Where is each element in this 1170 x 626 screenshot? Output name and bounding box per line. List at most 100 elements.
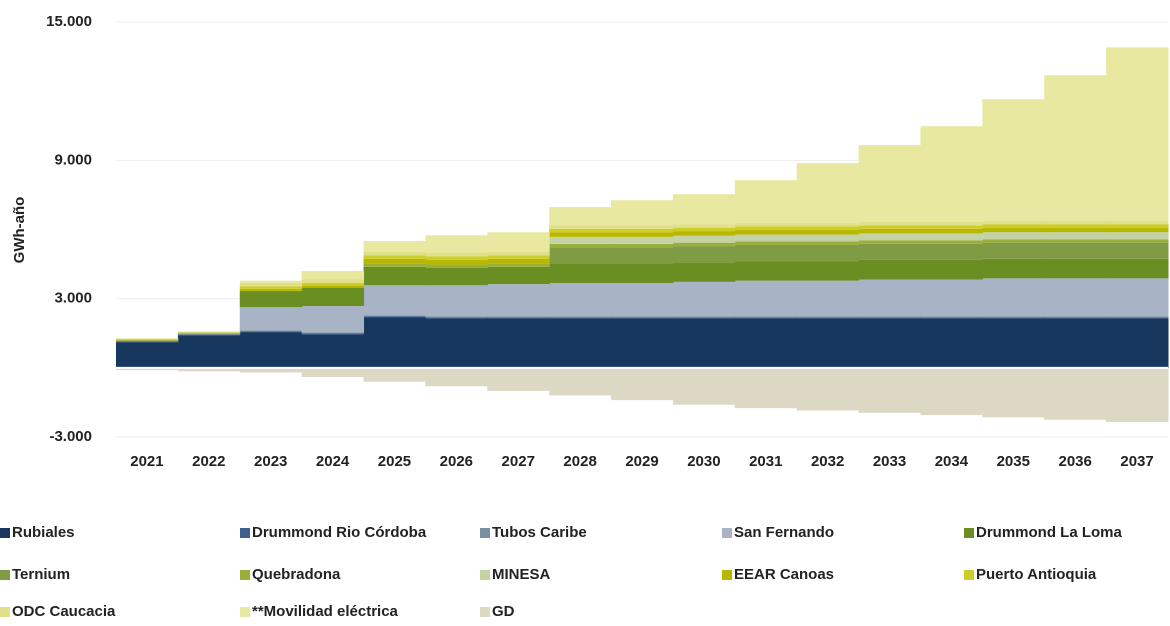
area-segment	[116, 339, 179, 341]
area-segment	[920, 259, 983, 280]
legend-label: MINESA	[492, 566, 551, 583]
area-segment	[858, 233, 921, 241]
area-segment	[301, 332, 365, 334]
area-segment	[982, 224, 1045, 228]
area-segment	[487, 232, 550, 252]
area-segment	[487, 251, 550, 256]
area-segment	[239, 332, 303, 368]
x-tick-label: 2037	[1120, 453, 1153, 470]
area-segment	[363, 367, 426, 382]
area-segment	[301, 279, 365, 283]
area-segment	[796, 241, 860, 245]
area-segment	[611, 247, 674, 264]
legend-label: EEAR Canoas	[734, 566, 834, 583]
area-segment	[177, 334, 241, 336]
area-segment	[1106, 47, 1169, 221]
area-segment	[611, 243, 674, 248]
area-segment	[425, 268, 488, 286]
area-segment	[611, 367, 674, 401]
area-segment	[734, 226, 798, 230]
legend-label: Drummond La Loma	[976, 524, 1122, 541]
area-segment	[920, 126, 983, 222]
area-segment	[1106, 232, 1169, 240]
x-tick-label: 2027	[502, 453, 535, 470]
x-tick-label: 2029	[625, 453, 658, 470]
area-segment	[549, 243, 612, 248]
area-segment	[363, 317, 426, 368]
area-segment	[549, 367, 612, 396]
area-segment	[672, 194, 736, 225]
legend-swatch	[480, 607, 490, 617]
area-segment	[611, 200, 674, 226]
area-segment	[239, 286, 303, 289]
legend-label: Tubos Caribe	[492, 524, 587, 541]
area-segment	[734, 241, 798, 245]
area-segment	[734, 280, 798, 317]
legend-swatch	[240, 570, 250, 580]
area-segment	[858, 240, 921, 244]
area-segment	[858, 367, 921, 413]
legend-label: GD	[492, 603, 515, 620]
legend-swatch	[722, 570, 732, 580]
area-segment	[549, 236, 612, 244]
area-segment	[1044, 227, 1107, 233]
area-segment	[672, 262, 736, 282]
area-segment	[425, 235, 488, 254]
area-segment	[363, 241, 426, 252]
legend-swatch	[964, 528, 974, 538]
area-segment	[116, 340, 179, 342]
area-segment	[1106, 278, 1169, 317]
legend-swatch	[0, 607, 10, 617]
area-segment	[239, 307, 303, 331]
area-segment	[920, 318, 983, 368]
area-segment	[363, 255, 426, 259]
area-segment	[672, 317, 736, 319]
area-segment	[239, 291, 303, 308]
legend-swatch	[480, 570, 490, 580]
area-segment	[1106, 316, 1169, 318]
area-segment	[177, 335, 241, 368]
area-segment	[549, 282, 612, 317]
area-segment	[611, 317, 674, 319]
x-tick-label: 2025	[378, 453, 411, 470]
area-segment	[1106, 227, 1169, 233]
area-segment	[487, 255, 550, 259]
area-segment	[796, 261, 860, 281]
area-segment	[920, 367, 983, 416]
area-segment	[611, 232, 674, 237]
area-segment	[982, 220, 1045, 225]
area-segment	[672, 224, 736, 228]
area-segment	[487, 318, 550, 368]
area-segment	[1044, 242, 1107, 259]
legend-label: ODC Caucacia	[12, 603, 116, 620]
legend-swatch	[0, 570, 10, 580]
area-segment	[549, 316, 612, 318]
area-segment	[1044, 317, 1107, 319]
legend-swatch	[964, 570, 974, 580]
x-tick-label: 2022	[192, 453, 225, 470]
area-segment	[239, 282, 303, 287]
area-segment	[920, 316, 983, 318]
area-segment	[982, 316, 1045, 318]
area-segment	[796, 367, 860, 411]
area-segment	[1044, 367, 1107, 420]
area-segment	[982, 232, 1045, 240]
area-segment	[239, 288, 303, 292]
area-segment	[1044, 239, 1107, 243]
area-segment	[734, 180, 798, 224]
legend-label: Quebradona	[252, 566, 341, 583]
legend-swatch	[240, 528, 250, 538]
area-segment	[487, 367, 550, 391]
legend-label: **Movilidad eléctrica	[252, 603, 399, 620]
area-segment	[982, 258, 1045, 279]
area-segment	[549, 317, 612, 319]
area-segment	[301, 333, 365, 335]
area-segment	[1044, 258, 1107, 279]
area-segment	[1106, 220, 1169, 225]
area-segment	[858, 221, 921, 226]
area-segment	[239, 331, 303, 333]
area-segment	[116, 338, 179, 340]
area-segment	[425, 259, 488, 265]
legend-swatch	[722, 528, 732, 538]
area-segment	[363, 266, 426, 286]
